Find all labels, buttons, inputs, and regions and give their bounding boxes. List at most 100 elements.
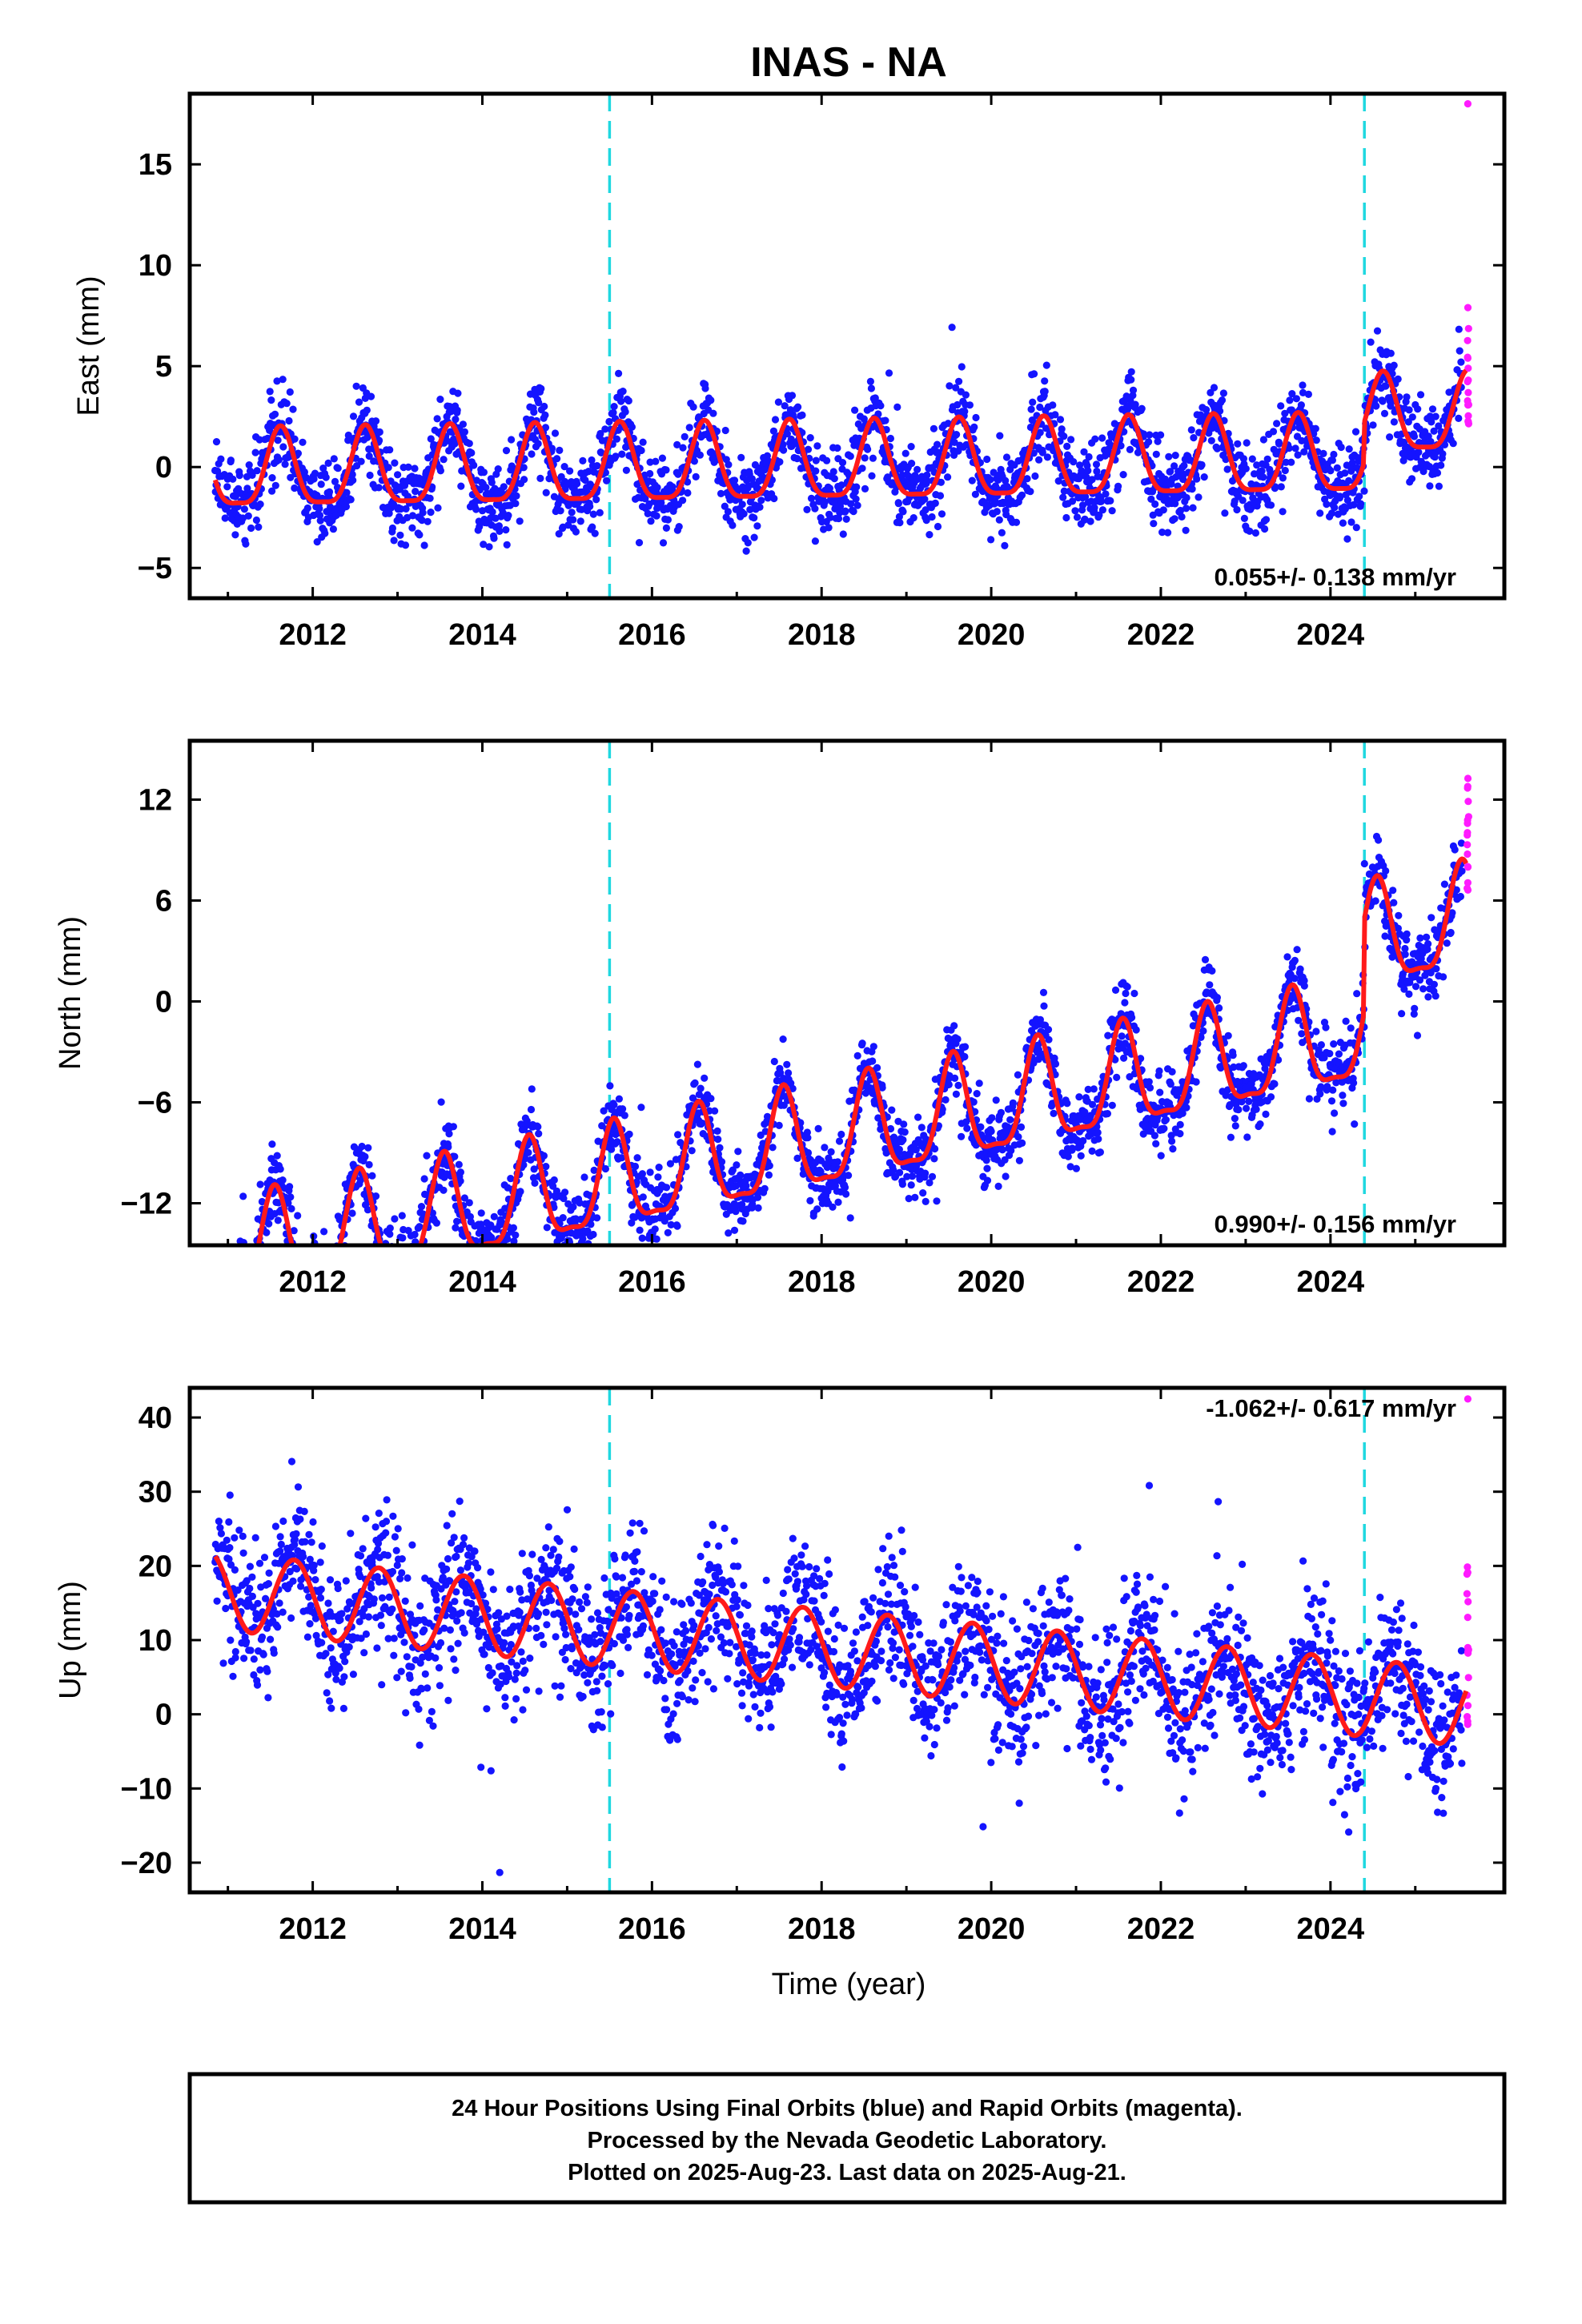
final-orbit-point	[814, 1124, 822, 1132]
final-orbit-point	[1081, 1108, 1089, 1116]
final-orbit-point	[512, 492, 520, 500]
final-orbit-point	[1277, 483, 1285, 491]
final-orbit-point	[713, 1127, 721, 1135]
final-orbit-point	[1224, 1031, 1232, 1039]
final-orbit-point	[1373, 327, 1382, 335]
final-orbit-point	[657, 499, 665, 507]
final-orbit-point	[234, 1279, 241, 1286]
final-orbit-point	[293, 1252, 300, 1259]
final-orbit-point	[355, 398, 363, 406]
final-orbit-point	[1355, 493, 1363, 501]
final-orbit-point	[436, 396, 444, 404]
final-orbit-point	[342, 503, 350, 511]
final-orbit-point	[754, 1204, 762, 1212]
final-orbit-point	[1150, 1132, 1158, 1140]
final-orbit-point	[701, 384, 709, 392]
final-orbit-point	[592, 496, 600, 504]
final-orbit-point	[793, 1154, 801, 1162]
final-orbit-point	[589, 1230, 597, 1239]
final-orbit-point	[1227, 1133, 1235, 1141]
final-orbit-point	[1357, 500, 1365, 508]
final-orbit-point	[1160, 1124, 1168, 1132]
final-orbit-point	[579, 456, 587, 465]
final-orbit-point	[1200, 473, 1208, 481]
final-orbit-point	[464, 1246, 472, 1253]
final-orbit-point	[241, 1277, 248, 1284]
final-orbit-point	[235, 1322, 243, 1329]
final-orbit-point	[1410, 432, 1419, 440]
final-orbit-point	[1259, 473, 1267, 481]
final-orbit-point	[742, 547, 750, 555]
final-orbit-point	[246, 1281, 253, 1289]
final-orbit-point	[433, 415, 441, 423]
final-orbit-point	[316, 517, 324, 525]
final-orbit-point	[1039, 988, 1048, 996]
final-orbit-point	[545, 1248, 552, 1255]
final-orbit-point	[757, 497, 765, 505]
final-orbit-point	[954, 1035, 962, 1043]
final-orbit-point	[1261, 525, 1269, 533]
final-orbit-point	[231, 605, 239, 612]
final-orbit-point	[781, 402, 789, 410]
final-orbit-point	[942, 1096, 950, 1104]
final-orbit-point	[1427, 437, 1435, 446]
final-orbit-point	[1222, 456, 1230, 464]
final-orbit-point	[1431, 412, 1439, 420]
final-orbit-point	[806, 434, 814, 442]
final-orbit-point	[1271, 1080, 1279, 1088]
final-orbit-point	[420, 1261, 427, 1269]
final-orbit-point	[415, 474, 424, 482]
final-orbit-point	[404, 1265, 412, 1273]
final-orbit-point	[488, 1233, 496, 1241]
final-orbit-point	[596, 509, 604, 517]
final-orbit-point	[1091, 435, 1099, 443]
final-orbit-point	[217, 1281, 224, 1288]
final-orbit-point	[315, 505, 323, 513]
final-orbit-point	[834, 1198, 842, 1206]
final-orbit-point	[1371, 897, 1379, 905]
final-orbit-point	[1127, 368, 1135, 376]
final-orbit-point	[1090, 1085, 1098, 1093]
final-orbit-point	[983, 1164, 991, 1172]
final-orbit-point	[322, 473, 330, 481]
final-orbit-point	[1170, 515, 1178, 523]
final-orbit-point	[1156, 1088, 1164, 1096]
final-orbit-point	[1180, 461, 1188, 470]
final-orbit-point	[404, 513, 412, 522]
final-orbit-point	[476, 1256, 484, 1263]
x-tick-label: 2018	[788, 618, 856, 652]
final-orbit-point	[812, 467, 820, 475]
final-orbit-point	[1045, 1035, 1053, 1043]
final-orbit-point	[833, 444, 841, 452]
final-orbit-point	[756, 503, 764, 511]
final-orbit-point	[1210, 384, 1219, 392]
final-orbit-point	[214, 1293, 221, 1300]
final-orbit-point	[238, 1284, 245, 1291]
final-orbit-point	[217, 455, 225, 463]
final-orbit-point	[549, 1182, 557, 1190]
final-orbit-point	[664, 1228, 672, 1236]
final-orbit-point	[463, 1248, 470, 1255]
final-orbit-point	[1182, 505, 1191, 513]
final-orbit-point	[315, 1300, 323, 1307]
final-orbit-point	[289, 1256, 296, 1263]
final-orbit-point	[662, 524, 671, 533]
final-orbit-point	[1439, 450, 1447, 458]
final-orbit-point	[1239, 1062, 1247, 1070]
final-orbit-point	[899, 508, 907, 516]
final-orbit-point	[1126, 402, 1134, 410]
final-orbit-point	[691, 1079, 699, 1087]
final-orbit-point	[471, 1246, 478, 1253]
final-orbit-point	[219, 1300, 226, 1307]
final-orbit-point	[1262, 1110, 1270, 1118]
final-orbit-point	[1017, 1123, 1026, 1131]
final-orbit-point	[1352, 524, 1360, 532]
final-orbit-point	[739, 1217, 747, 1225]
final-orbit-point	[986, 476, 994, 484]
final-orbit-point	[405, 1251, 412, 1258]
final-orbit-point	[1243, 439, 1251, 447]
final-orbit-point	[263, 1228, 271, 1236]
final-orbit-point	[696, 451, 705, 459]
final-orbit-point	[1398, 1010, 1406, 1018]
final-orbit-point	[535, 1130, 543, 1138]
